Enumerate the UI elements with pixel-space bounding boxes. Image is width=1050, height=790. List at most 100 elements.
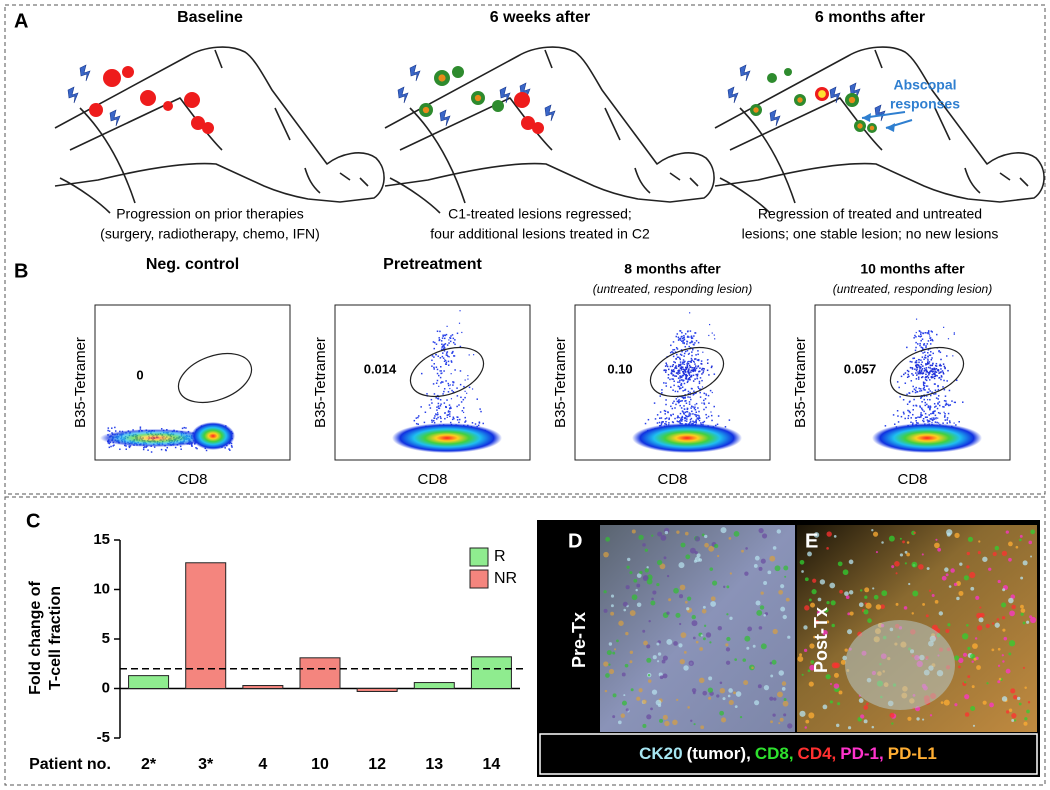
event	[931, 370, 934, 372]
event	[445, 354, 448, 356]
cell	[630, 688, 634, 692]
event	[420, 372, 423, 375]
cell	[757, 684, 762, 689]
event	[682, 396, 684, 399]
cell	[679, 658, 685, 665]
event	[695, 415, 697, 418]
cell	[846, 629, 853, 635]
event	[429, 407, 432, 409]
event	[107, 442, 110, 444]
cell	[1002, 628, 1006, 632]
event	[701, 379, 703, 382]
event	[678, 357, 681, 359]
x-tick-label: 2*	[141, 756, 157, 773]
event	[688, 376, 691, 379]
lesion	[202, 122, 214, 134]
event	[690, 337, 693, 340]
cell	[605, 536, 611, 542]
event	[164, 449, 167, 451]
cell	[624, 663, 629, 668]
lightning-icon	[739, 64, 751, 82]
cell	[662, 673, 668, 679]
event	[953, 422, 955, 424]
event	[108, 430, 111, 432]
event	[935, 362, 938, 365]
cell	[962, 652, 968, 657]
cell	[817, 597, 822, 602]
stage-title: 6 months after	[815, 9, 925, 26]
event	[439, 370, 441, 372]
cell	[719, 681, 723, 685]
event	[929, 406, 932, 408]
cell	[728, 537, 732, 540]
event	[452, 416, 455, 419]
event	[702, 421, 704, 424]
event	[915, 346, 917, 349]
lightning-icon	[769, 109, 781, 127]
event	[437, 402, 440, 405]
cell	[956, 581, 961, 586]
event	[661, 392, 663, 394]
event	[667, 368, 670, 371]
event	[927, 385, 929, 387]
cell	[872, 531, 879, 537]
cell	[726, 613, 729, 616]
event	[915, 378, 918, 380]
event	[128, 446, 131, 449]
stage-caption: lesions; one stable lesion; no new lesio…	[742, 226, 999, 242]
event	[454, 343, 456, 346]
event	[683, 338, 686, 341]
event	[684, 366, 687, 369]
cell	[1024, 686, 1027, 690]
event	[449, 421, 452, 424]
cell	[743, 680, 749, 686]
event	[443, 388, 446, 390]
event	[939, 371, 941, 374]
event	[694, 342, 696, 344]
cell	[685, 554, 691, 560]
cell	[622, 601, 628, 607]
x-tick-label: 4	[258, 756, 267, 773]
event	[937, 411, 940, 414]
event	[672, 378, 675, 380]
cell	[880, 604, 885, 610]
cell	[958, 657, 964, 664]
event	[938, 350, 940, 352]
flow-events	[872, 318, 982, 453]
event	[680, 366, 683, 368]
event	[694, 421, 696, 423]
event	[667, 377, 670, 379]
event	[728, 419, 731, 421]
event	[929, 335, 931, 337]
cell	[676, 698, 679, 701]
event	[443, 350, 446, 352]
cell	[860, 714, 865, 719]
cell	[911, 612, 914, 615]
event	[139, 428, 142, 430]
event	[696, 359, 699, 361]
cell	[969, 571, 976, 579]
cell	[1005, 530, 1009, 534]
event	[911, 390, 914, 393]
cell	[723, 585, 726, 589]
event	[678, 417, 680, 419]
event	[931, 421, 933, 424]
event	[697, 353, 699, 356]
event	[446, 416, 448, 418]
cell	[971, 685, 975, 689]
event	[180, 448, 182, 450]
event	[678, 388, 681, 390]
event	[440, 340, 443, 342]
event	[699, 367, 701, 369]
event	[673, 384, 675, 387]
event	[482, 422, 485, 425]
event	[439, 376, 442, 379]
cell	[729, 572, 732, 575]
cell	[742, 658, 747, 662]
event	[935, 397, 938, 399]
stain-legend-item: CD4,	[798, 744, 837, 763]
event	[674, 361, 676, 364]
cell	[618, 620, 624, 626]
cell	[1012, 695, 1018, 700]
